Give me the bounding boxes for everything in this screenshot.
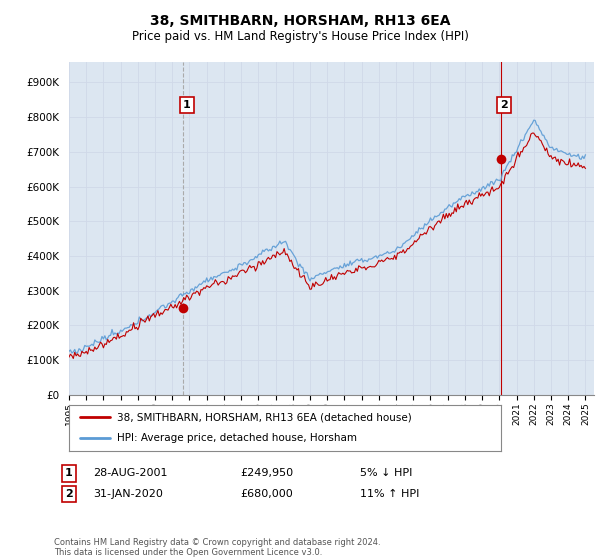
Text: 5% ↓ HPI: 5% ↓ HPI <box>360 468 412 478</box>
Text: Price paid vs. HM Land Registry's House Price Index (HPI): Price paid vs. HM Land Registry's House … <box>131 30 469 43</box>
Text: £680,000: £680,000 <box>240 489 293 499</box>
Text: 31-JAN-2020: 31-JAN-2020 <box>93 489 163 499</box>
Text: 38, SMITHBARN, HORSHAM, RH13 6EA (detached house): 38, SMITHBARN, HORSHAM, RH13 6EA (detach… <box>116 412 411 422</box>
Text: HPI: Average price, detached house, Horsham: HPI: Average price, detached house, Hors… <box>116 433 356 444</box>
Text: 1: 1 <box>183 100 191 110</box>
Text: 38, SMITHBARN, HORSHAM, RH13 6EA: 38, SMITHBARN, HORSHAM, RH13 6EA <box>150 14 450 28</box>
Text: 11% ↑ HPI: 11% ↑ HPI <box>360 489 419 499</box>
Text: 1: 1 <box>65 468 73 478</box>
Text: 2: 2 <box>500 100 508 110</box>
Text: 2: 2 <box>65 489 73 499</box>
Text: £249,950: £249,950 <box>240 468 293 478</box>
Text: Contains HM Land Registry data © Crown copyright and database right 2024.
This d: Contains HM Land Registry data © Crown c… <box>54 538 380 557</box>
Text: 28-AUG-2001: 28-AUG-2001 <box>93 468 167 478</box>
